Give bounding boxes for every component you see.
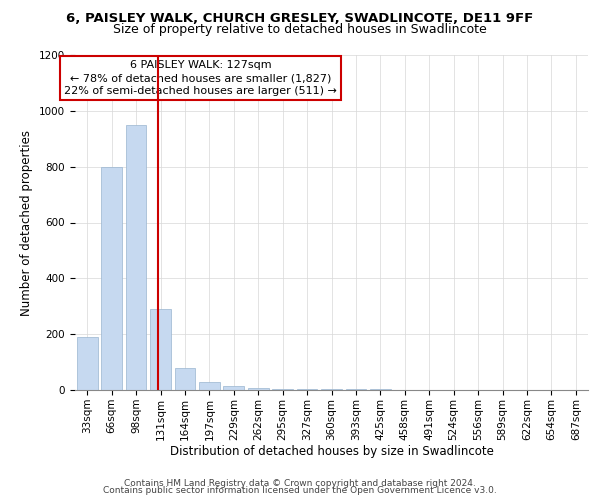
Bar bbox=[125, 125, 146, 390]
Bar bbox=[223, 386, 244, 390]
Bar bbox=[248, 388, 269, 390]
Bar bbox=[296, 389, 317, 390]
Bar bbox=[321, 389, 342, 390]
Y-axis label: Number of detached properties: Number of detached properties bbox=[20, 130, 34, 316]
Bar bbox=[101, 166, 122, 390]
Text: Contains HM Land Registry data © Crown copyright and database right 2024.: Contains HM Land Registry data © Crown c… bbox=[124, 478, 476, 488]
Bar bbox=[77, 337, 98, 390]
Text: Size of property relative to detached houses in Swadlincote: Size of property relative to detached ho… bbox=[113, 22, 487, 36]
Bar bbox=[175, 368, 196, 390]
Text: 6 PAISLEY WALK: 127sqm
← 78% of detached houses are smaller (1,827)
22% of semi-: 6 PAISLEY WALK: 127sqm ← 78% of detached… bbox=[64, 60, 337, 96]
Bar bbox=[199, 382, 220, 390]
Text: 6, PAISLEY WALK, CHURCH GRESLEY, SWADLINCOTE, DE11 9FF: 6, PAISLEY WALK, CHURCH GRESLEY, SWADLIN… bbox=[67, 12, 533, 26]
Text: Contains public sector information licensed under the Open Government Licence v3: Contains public sector information licen… bbox=[103, 486, 497, 495]
Bar bbox=[272, 388, 293, 390]
X-axis label: Distribution of detached houses by size in Swadlincote: Distribution of detached houses by size … bbox=[170, 446, 493, 458]
Bar bbox=[150, 309, 171, 390]
